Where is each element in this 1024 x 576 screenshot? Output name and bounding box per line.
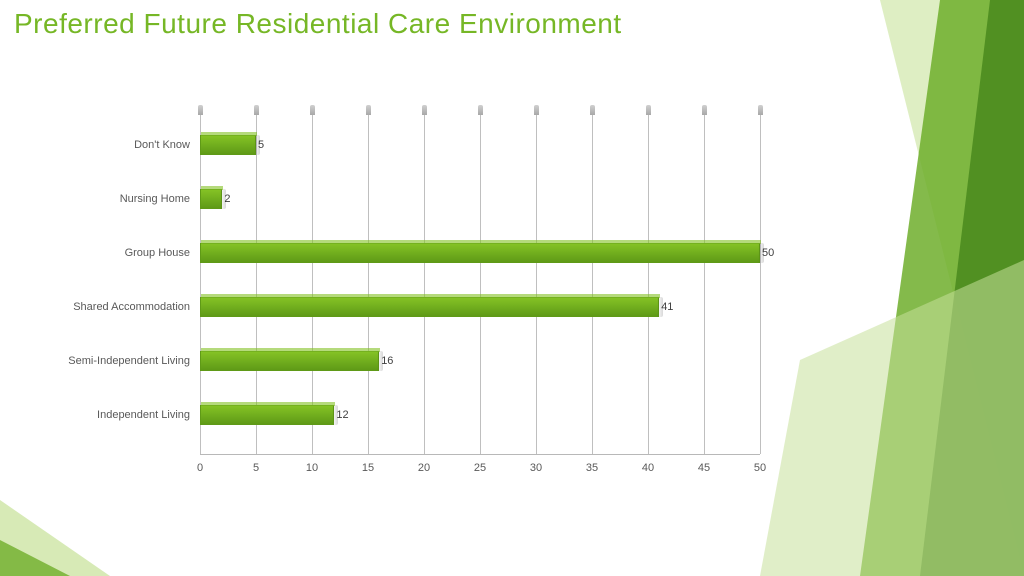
category-label: Semi-Independent Living (68, 355, 190, 367)
x-tick-label: 25 (474, 462, 486, 474)
bar: 41 (200, 297, 659, 317)
chart-title: Preferred Future Residential Care Enviro… (14, 8, 622, 40)
bar: 50 (200, 243, 760, 263)
x-tick-label: 45 (698, 462, 710, 474)
bar: 5 (200, 135, 256, 155)
gridline (368, 115, 369, 454)
x-tick-label: 5 (253, 462, 259, 474)
category-label: Don't Know (134, 139, 190, 151)
gridline (536, 115, 537, 454)
bar-row: Don't Know5 (200, 135, 760, 155)
bar-value-label: 41 (661, 301, 673, 313)
x-tick-label: 10 (306, 462, 318, 474)
bar-value-label: 16 (381, 355, 393, 367)
bar-row: Shared Accommodation41 (200, 297, 760, 317)
x-tick-label: 30 (530, 462, 542, 474)
x-tick-label: 35 (586, 462, 598, 474)
bar-chart: 05101520253035404550Don't Know5Nursing H… (200, 115, 760, 455)
gridline (704, 115, 705, 454)
category-label: Group House (125, 247, 190, 259)
bar: 2 (200, 189, 222, 209)
bar: 16 (200, 351, 379, 371)
x-tick-label: 20 (418, 462, 430, 474)
bar-value-label: 12 (336, 409, 348, 421)
gridline (424, 115, 425, 454)
x-tick-label: 15 (362, 462, 374, 474)
bar: 12 (200, 405, 334, 425)
x-tick-label: 0 (197, 462, 203, 474)
gridline (760, 115, 761, 454)
x-tick-label: 50 (754, 462, 766, 474)
gridline (592, 115, 593, 454)
bar-value-label: 2 (224, 193, 230, 205)
bar-value-label: 50 (762, 247, 774, 259)
category-label: Independent Living (97, 409, 190, 421)
bar-row: Group House50 (200, 243, 760, 263)
category-label: Shared Accommodation (73, 301, 190, 313)
gridline (480, 115, 481, 454)
bar-row: Independent Living12 (200, 405, 760, 425)
x-tick-label: 40 (642, 462, 654, 474)
plot-area: 05101520253035404550Don't Know5Nursing H… (200, 115, 760, 455)
bar-row: Semi-Independent Living16 (200, 351, 760, 371)
bar-row: Nursing Home2 (200, 189, 760, 209)
bar-value-label: 5 (258, 139, 264, 151)
gridline (648, 115, 649, 454)
category-label: Nursing Home (120, 193, 190, 205)
